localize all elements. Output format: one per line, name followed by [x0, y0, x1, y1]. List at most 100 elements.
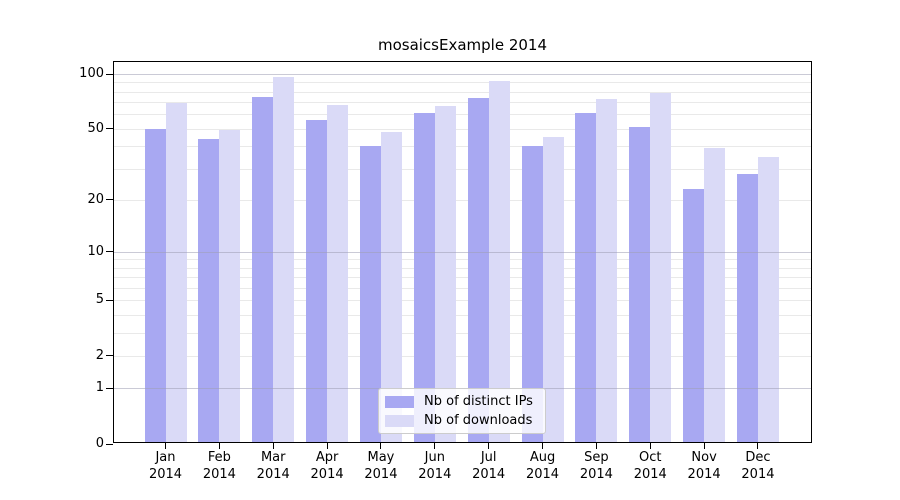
x-tick-year: 2014 [525, 467, 560, 482]
legend-item-distinct-ips: Nb of distinct IPs [385, 392, 537, 411]
x-tick-year: 2014 [310, 467, 344, 482]
gridline-minor [113, 287, 812, 289]
x-tick [326, 443, 328, 449]
x-tick-label: Jan 2014 [134, 449, 198, 483]
x-tick-month: Jul [480, 450, 497, 465]
bar-apr-nb-of-distinct-ips [306, 119, 328, 443]
y-tick-label: 50 [87, 120, 104, 136]
bar-jun-nb-of-distinct-ips [413, 113, 435, 443]
bar-aug-nb-of-downloads [542, 137, 564, 443]
bar-jan-nb-of-downloads [165, 103, 187, 443]
bar-sep-nb-of-downloads [596, 98, 618, 443]
x-tick-month: Feb [207, 450, 231, 465]
y-tick-label: 20 [87, 191, 104, 207]
gridline-minor [113, 355, 812, 357]
gridline-major [113, 251, 812, 253]
y-tick [106, 355, 113, 357]
bar-aug-nb-of-distinct-ips [521, 146, 543, 443]
y-tick [106, 73, 113, 75]
y-tick [106, 443, 113, 445]
x-tick-month: Jun [424, 450, 445, 465]
legend-swatch-distinct-ips [385, 395, 414, 408]
gridline-minor [113, 91, 812, 93]
x-tick-month: Nov [691, 450, 717, 465]
y-tick [106, 387, 113, 389]
x-tick-label: Jul 2014 [457, 449, 521, 483]
x-tick-year: 2014 [148, 467, 183, 482]
x-tick-month: Dec [745, 450, 771, 465]
gridline-minor [113, 199, 812, 201]
x-tick-label: Sep 2014 [564, 449, 628, 483]
legend-label-downloads: Nb of downloads [424, 413, 533, 428]
x-tick-month: Sep [584, 450, 609, 465]
x-tick-label: Oct 2014 [618, 449, 682, 483]
x-tick-year: 2014 [472, 467, 506, 482]
x-tick [434, 443, 436, 449]
gridline-minor [113, 82, 812, 84]
x-tick-year: 2014 [687, 467, 721, 482]
y-tick [106, 128, 113, 130]
x-tick [542, 443, 544, 449]
gridline-minor [113, 259, 812, 261]
y-tick-label: 10 [87, 243, 104, 259]
bar-nov-nb-of-distinct-ips [683, 189, 705, 443]
gridline-minor [113, 267, 812, 269]
y-tick-label: 0 [95, 436, 104, 451]
bar-mar-nb-of-downloads [273, 77, 295, 443]
bar-jan-nb-of-distinct-ips [144, 128, 166, 443]
legend-label-distinct-ips: Nb of distinct IPs [424, 394, 533, 409]
plot-area [113, 61, 812, 443]
gridline-minor [113, 102, 812, 104]
x-tick-label: Jun 2014 [403, 449, 467, 483]
gridline-minor [113, 128, 812, 130]
gridline-minor [113, 314, 812, 316]
chart-title: mosaicsExample 2014 [377, 36, 548, 54]
bar-may-nb-of-distinct-ips [359, 146, 381, 443]
gridline-minor [113, 168, 812, 170]
x-tick-month: Mar [260, 450, 286, 465]
x-tick-month: Aug [529, 450, 556, 465]
gridline-minor [113, 114, 812, 116]
x-tick-label: Apr 2014 [295, 449, 359, 483]
bar-may-nb-of-downloads [380, 131, 402, 443]
x-tick [595, 443, 597, 449]
legend: Nb of distinct IPs Nb of downloads [378, 388, 546, 434]
bar-jul-nb-of-downloads [488, 80, 510, 443]
gridline-major [113, 74, 812, 75]
x-tick [272, 443, 274, 449]
bar-jul-nb-of-distinct-ips [467, 97, 489, 443]
y-tick [106, 299, 113, 301]
x-tick [649, 443, 651, 449]
x-tick-year: 2014 [418, 467, 452, 482]
x-tick-label: Feb 2014 [187, 449, 251, 483]
x-tick-year: 2014 [256, 467, 290, 482]
x-tick [757, 443, 759, 449]
x-tick [488, 443, 490, 449]
x-tick-month: Oct [638, 450, 662, 465]
bar-jun-nb-of-downloads [434, 105, 456, 443]
y-tick-label: 2 [95, 347, 104, 363]
bar-dec-nb-of-distinct-ips [736, 174, 758, 443]
bar-feb-nb-of-downloads [219, 130, 241, 443]
x-tick [218, 443, 220, 449]
bar-oct-nb-of-downloads [650, 92, 672, 443]
gridline-minor [113, 332, 812, 334]
y-tick-label: 1 [95, 380, 104, 396]
bar-apr-nb-of-downloads [327, 104, 349, 443]
x-tick-label: Mar 2014 [241, 449, 305, 483]
bar-dec-nb-of-downloads [757, 156, 779, 443]
x-tick-label: Nov 2014 [672, 449, 736, 483]
bar-mar-nb-of-distinct-ips [252, 96, 274, 443]
x-tick [380, 443, 382, 449]
x-tick-year: 2014 [579, 467, 613, 482]
x-tick-year: 2014 [633, 467, 667, 482]
x-tick [703, 443, 705, 449]
bar-oct-nb-of-distinct-ips [629, 127, 651, 443]
x-tick-month: Apr [315, 450, 339, 465]
y-tick-label: 100 [79, 66, 104, 81]
x-tick-month: Jan [155, 450, 176, 465]
x-tick-year: 2014 [741, 467, 775, 482]
x-tick-year: 2014 [364, 467, 398, 482]
x-tick-label: May 2014 [349, 449, 413, 483]
